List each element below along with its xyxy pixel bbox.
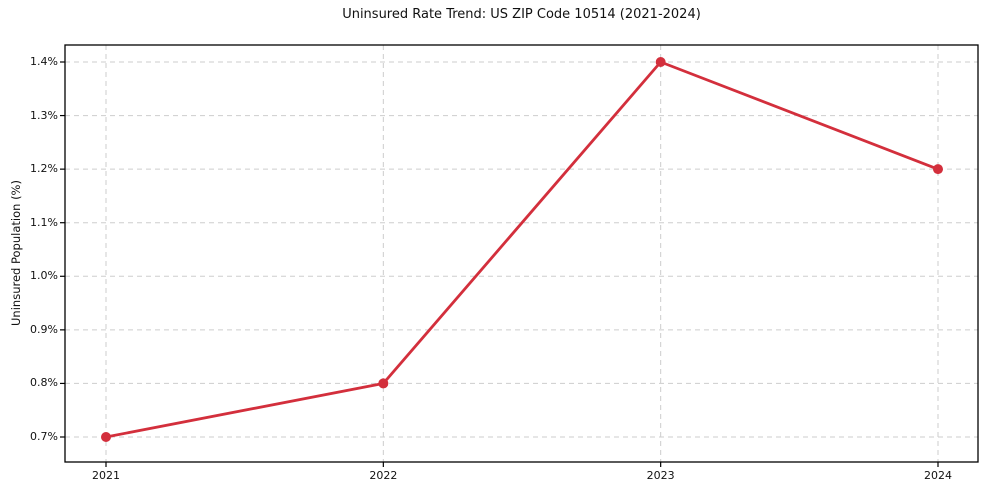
data-point (101, 432, 111, 442)
plot-frame (64, 44, 979, 463)
y-tick-label: 1.2% (30, 162, 58, 176)
data-point (655, 57, 666, 67)
y-tick-label: 1.1% (30, 215, 58, 229)
y-tick-label: 1.3% (30, 108, 58, 122)
x-tick-label: 2024 (924, 469, 952, 482)
y-tick-label: 0.7% (30, 430, 58, 443)
data-point (933, 164, 943, 175)
data-point (378, 378, 389, 389)
x-tick-label: 2022 (369, 469, 398, 482)
chart-title: Uninsured Rate Trend: US ZIP Code 10514 … (342, 7, 701, 22)
x-tick-label: 2023 (646, 469, 675, 482)
trend-line (104, 60, 940, 439)
y-tick-label: 0.8% (30, 376, 58, 390)
x-tick-label: 2021 (92, 469, 120, 482)
y-tick-label: 1.0% (30, 269, 58, 283)
y-tick-label: 1.4% (30, 55, 58, 68)
y-tick-label: 0.9% (30, 322, 58, 336)
